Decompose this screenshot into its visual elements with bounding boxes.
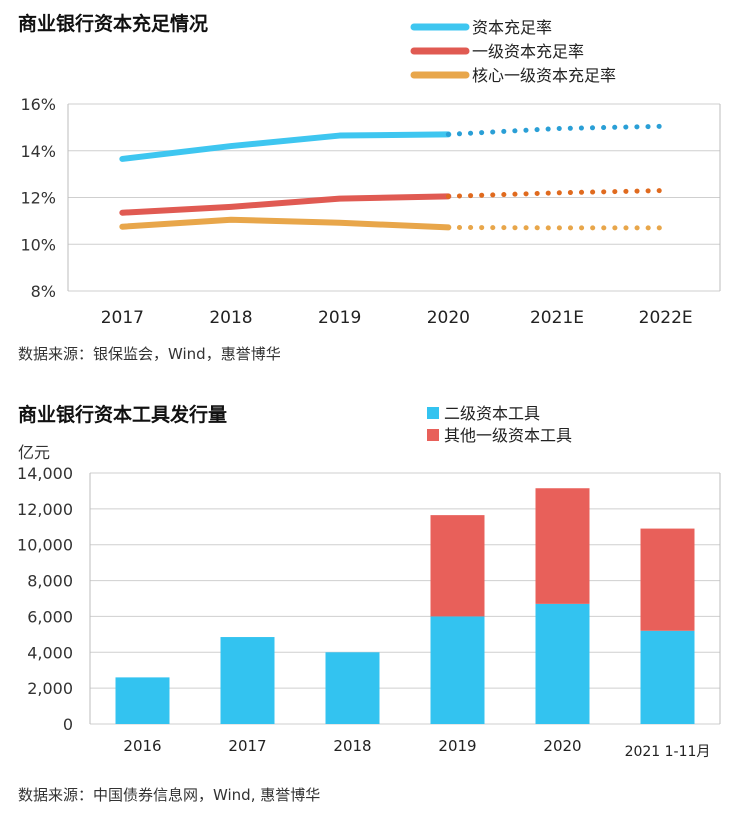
series-forecast-line	[448, 190, 665, 196]
y-tick-label: 16%	[20, 95, 56, 114]
y-tick-label: 2,000	[27, 679, 73, 698]
bar-segment	[116, 677, 170, 724]
legend-label: 资本充足率	[472, 18, 552, 37]
chart2-ylabel: 亿元	[18, 443, 50, 462]
chart2-y-tick-labels: 14,000 12,000 10,000 8,000 6,000 4,000 2,000 0	[17, 464, 73, 734]
y-tick-label: 12%	[20, 189, 56, 208]
chart1-title: 商业银行资本充足情况	[18, 12, 208, 35]
y-tick-label: 6,000	[27, 607, 73, 626]
bar-segment	[221, 637, 275, 724]
x-tick-label: 2019	[438, 737, 476, 755]
legend-swatch	[427, 429, 439, 441]
y-tick-label: 14,000	[17, 464, 73, 483]
x-tick-label: 2017	[101, 308, 144, 328]
chart2-title: 商业银行资本工具发行量	[18, 403, 227, 426]
y-tick-label: 10%	[20, 235, 56, 254]
bar-segment	[536, 604, 590, 724]
x-tick-label: 2022E	[639, 308, 693, 328]
capital-adequacy-panel: 商业银行资本充足情况 资本充足率一级资本充足率核心一级资本充足率 16%14%1…	[0, 0, 738, 384]
bar-segment	[431, 616, 485, 724]
legend-label: 其他一级资本工具	[444, 426, 572, 445]
bar-segment	[536, 488, 590, 604]
x-tick-label: 2018	[209, 308, 252, 328]
series-line	[122, 134, 448, 159]
x-tick-label: 2016	[123, 737, 161, 755]
y-tick-label: 8,000	[27, 572, 73, 591]
bar-segment	[641, 529, 695, 631]
legend-label: 核心一级资本充足率	[472, 66, 616, 85]
x-tick-label: 2020	[543, 737, 581, 755]
y-tick-label: 10,000	[17, 536, 73, 555]
chart1-y-tick-labels: 16% 14% 12% 10% 8%	[20, 95, 56, 301]
chart1-x-tick-labels: 2017 2018 2019 2020 2021E 2022E	[101, 308, 693, 328]
legend-label: 一级资本充足率	[472, 42, 584, 61]
chart2-source: 数据来源：中国债券信息网，Wind, 惠誉博华	[18, 786, 320, 804]
capital-instrument-panel: 商业银行资本工具发行量 亿元 二级资本工具其他一级资本工具 14,000 12,0…	[0, 384, 738, 819]
legend-swatch	[427, 407, 439, 419]
chart2-x-tick-labels: 2016 2017 2018 2019 2020 2021 1-11月	[123, 737, 710, 760]
y-tick-label: 0	[63, 715, 73, 734]
y-tick-label: 8%	[31, 282, 56, 301]
series-line	[122, 196, 448, 212]
x-tick-label: 2021 1-11月	[625, 744, 711, 760]
x-tick-label: 2020	[427, 308, 470, 328]
chart1-series	[122, 126, 665, 228]
bar-segment	[326, 652, 380, 724]
series-line	[122, 220, 448, 228]
y-tick-label: 4,000	[27, 643, 73, 662]
chart1-source: 数据来源：银保监会，Wind，惠誉博华	[18, 345, 281, 363]
series-forecast-line	[448, 126, 665, 134]
chart2-grid	[90, 473, 720, 724]
x-tick-label: 2017	[228, 737, 266, 755]
x-tick-label: 2021E	[530, 308, 584, 328]
bar-segment	[641, 631, 695, 724]
y-tick-label: 14%	[20, 142, 56, 161]
legend-label: 二级资本工具	[444, 404, 540, 423]
y-tick-label: 12,000	[17, 500, 73, 519]
bar-segment	[431, 515, 485, 616]
x-tick-label: 2018	[333, 737, 371, 755]
x-tick-label: 2019	[318, 308, 361, 328]
